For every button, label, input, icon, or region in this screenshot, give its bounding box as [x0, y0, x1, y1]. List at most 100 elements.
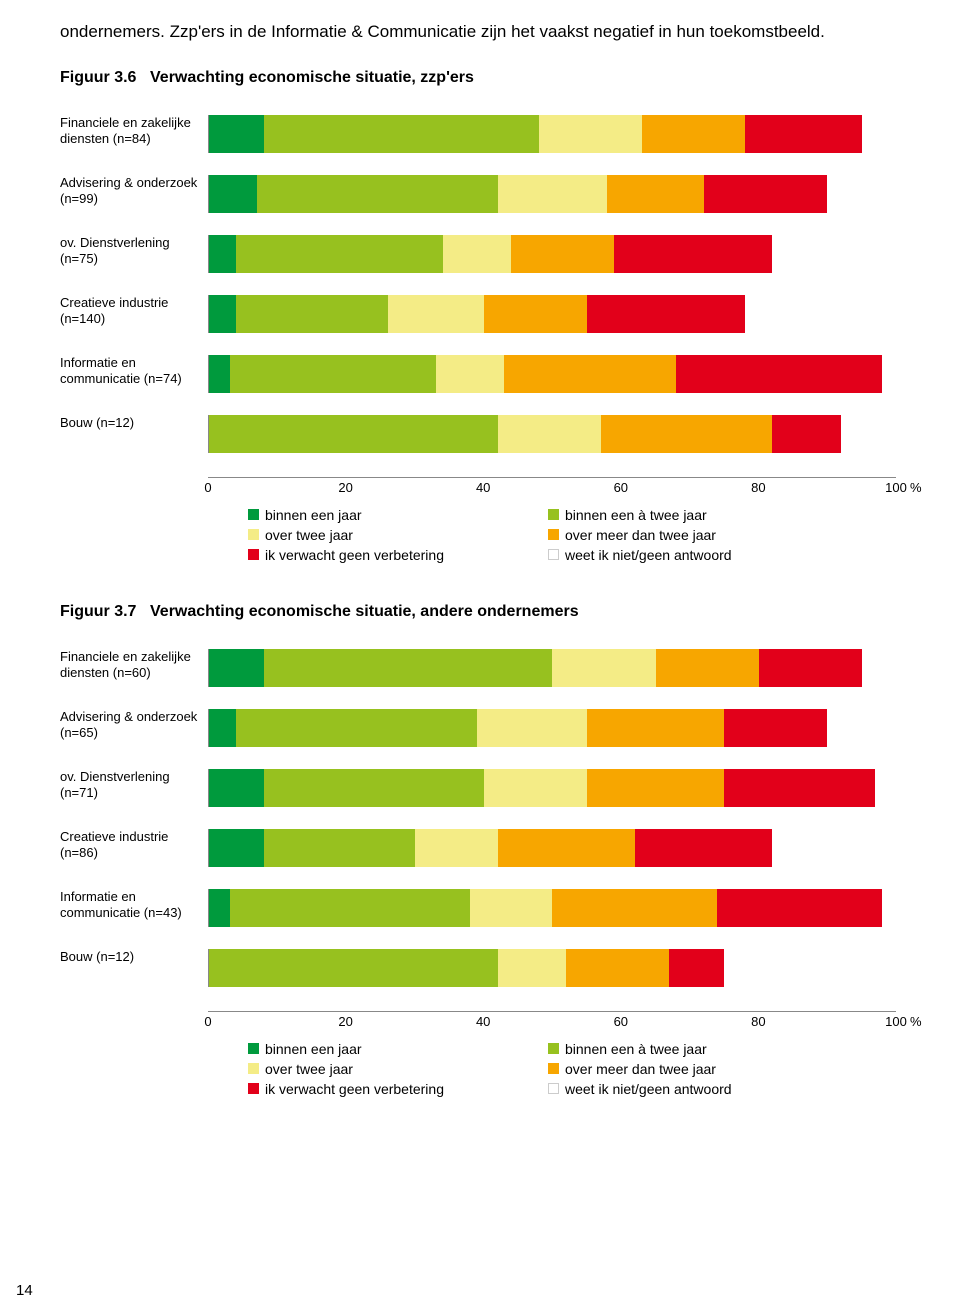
category-label: ov. Dienstverlening (n=71) — [60, 769, 208, 802]
legend-swatch — [548, 509, 559, 520]
bar-segment — [676, 355, 882, 393]
axis-tick: 60 — [614, 480, 628, 495]
bar-segment — [388, 295, 484, 333]
axis-tick: 40 — [476, 1014, 490, 1029]
legend-item: over twee jaar — [248, 1061, 548, 1077]
stacked-bar — [208, 649, 896, 687]
page-number: 14 — [16, 1282, 33, 1299]
bar-segment — [656, 649, 759, 687]
bar-segment — [209, 649, 264, 687]
axis-tick: 60 — [614, 1014, 628, 1029]
legend-swatch — [248, 1043, 259, 1054]
figure-caption: Verwachting economische situatie, andere… — [150, 603, 579, 620]
bar-segment — [209, 829, 264, 867]
bar-segment — [498, 829, 635, 867]
bar-segment — [635, 829, 772, 867]
legend-label: binnen een à twee jaar — [565, 507, 707, 523]
bar-segment — [209, 355, 230, 393]
chart-block: Figuur 3.6Verwachting economische situat… — [60, 69, 900, 563]
legend-swatch — [248, 549, 259, 560]
stacked-bar — [208, 889, 896, 927]
legend-swatch — [248, 1063, 259, 1074]
bar-segment — [504, 355, 676, 393]
axis-tick: 0 — [204, 480, 211, 495]
stacked-bar — [208, 949, 896, 987]
stacked-bar — [208, 355, 896, 393]
chart-row: ov. Dienstverlening (n=71) — [60, 769, 900, 807]
chart-row: Informatie en communicatie (n=74) — [60, 355, 900, 393]
category-label: Advisering & onderzoek (n=65) — [60, 709, 208, 742]
bar-segment — [772, 829, 896, 867]
bar-segment — [669, 949, 724, 987]
legend-swatch — [248, 529, 259, 540]
bar-segment — [511, 235, 614, 273]
legend-label: weet ik niet/geen antwoord — [565, 547, 732, 563]
legend-item: over meer dan twee jaar — [548, 527, 848, 543]
bar-segment — [498, 949, 567, 987]
bar-segment — [552, 649, 655, 687]
legend-label: binnen een à twee jaar — [565, 1041, 707, 1057]
legend-item: over meer dan twee jaar — [548, 1061, 848, 1077]
legend-swatch — [248, 1083, 259, 1094]
stacked-bar — [208, 415, 896, 453]
bar-segment — [745, 295, 896, 333]
stacked-bar — [208, 829, 896, 867]
bar-segment — [566, 949, 669, 987]
bar-segment — [745, 115, 862, 153]
legend-item: binnen een jaar — [248, 1041, 548, 1057]
bar-segment — [236, 235, 442, 273]
category-label: Informatie en communicatie (n=74) — [60, 355, 208, 388]
legend-label: over twee jaar — [265, 1061, 353, 1077]
legend-label: ik verwacht geen verbetering — [265, 547, 444, 563]
stacked-bar — [208, 115, 896, 153]
chart-row: Advisering & onderzoek (n=65) — [60, 709, 900, 747]
legend-item: ik verwacht geen verbetering — [248, 547, 548, 563]
legend-label: binnen een jaar — [265, 1041, 362, 1057]
legend-swatch — [248, 509, 259, 520]
legend-swatch — [548, 1063, 559, 1074]
bar-segment — [477, 709, 587, 747]
legend: binnen een jaar binnen een à twee jaar ove… — [248, 507, 900, 563]
bar-segment — [882, 355, 896, 393]
bar-segment — [209, 235, 236, 273]
bar-segment — [552, 889, 717, 927]
chart-row: Creatieve industrie (n=86) — [60, 829, 900, 867]
legend-label: over meer dan twee jaar — [565, 1061, 716, 1077]
bar-segment — [841, 415, 896, 453]
chart-row: Informatie en communicatie (n=43) — [60, 889, 900, 927]
bar-segment — [614, 235, 772, 273]
x-axis: 020406080100% — [208, 477, 896, 499]
bar-segment — [704, 175, 828, 213]
legend-label: over twee jaar — [265, 527, 353, 543]
bar-segment — [484, 769, 587, 807]
legend-item: binnen een à twee jaar — [548, 1041, 848, 1057]
legend: binnen een jaar binnen een à twee jaar ove… — [248, 1041, 900, 1097]
legend-item: binnen een jaar — [248, 507, 548, 523]
figure-title: Figuur 3.7Verwachting economische situat… — [60, 603, 900, 621]
bar-segment — [587, 769, 724, 807]
bar-segment — [257, 175, 497, 213]
axis-tick: 100 — [885, 480, 907, 495]
figure-number: Figuur 3.7 — [60, 603, 150, 621]
bar-segment — [759, 649, 862, 687]
bar-segment — [717, 889, 882, 927]
chart-row: Financiele en zakelijke diensten (n=60) — [60, 649, 900, 687]
stacked-bar — [208, 709, 896, 747]
figure-caption: Verwachting economische situatie, zzp'er… — [150, 69, 474, 86]
bar-segment — [209, 415, 498, 453]
category-label: Bouw (n=12) — [60, 949, 208, 965]
bar-segment — [209, 709, 236, 747]
bar-segment — [498, 175, 608, 213]
legend-item: weet ik niet/geen antwoord — [548, 1081, 848, 1097]
bar-segment — [862, 649, 896, 687]
category-label: ov. Dienstverlening (n=75) — [60, 235, 208, 268]
bar-segment — [436, 355, 505, 393]
bar-segment — [882, 889, 896, 927]
bar-segment — [498, 415, 601, 453]
bar-segment — [772, 415, 841, 453]
bar-segment — [772, 235, 896, 273]
chart-row: Bouw (n=12) — [60, 415, 900, 453]
chart-row: Creatieve industrie (n=140) — [60, 295, 900, 333]
axis-tick: 0 — [204, 1014, 211, 1029]
bar-segment — [209, 949, 498, 987]
